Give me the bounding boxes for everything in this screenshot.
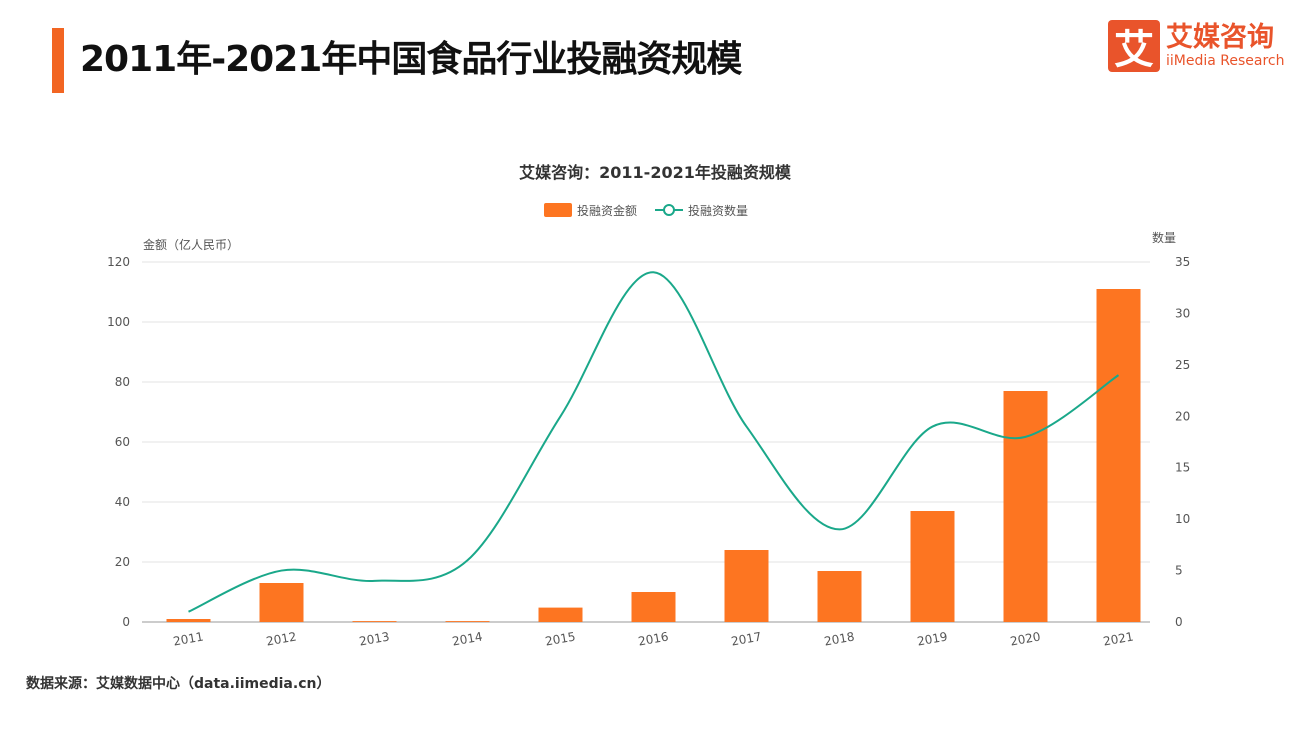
- y2-tick-label: 35: [1175, 255, 1190, 269]
- bar-2014: [445, 621, 490, 622]
- logo-en: iiMedia Research: [1166, 53, 1285, 69]
- x-tick-label: 2017: [730, 629, 763, 648]
- x-tick-label: 2012: [265, 629, 298, 648]
- line-series-count: [188, 271, 1120, 613]
- logo: 艾 艾媒咨询 iiMedia Research: [1108, 20, 1285, 73]
- y2-tick-label: 10: [1175, 512, 1190, 526]
- y-tick-label: 40: [115, 495, 130, 509]
- chart-title: 艾媒咨询：2011-2021年投融资规模: [519, 163, 792, 182]
- source-note: 数据来源：艾媒数据中心（data.iimedia.cn）: [26, 676, 331, 692]
- x-tick-label: 2020: [1009, 629, 1042, 648]
- y-axis-label: 金额（亿人民币）: [143, 237, 239, 252]
- bar-2011: [166, 619, 211, 622]
- bar-2012: [259, 583, 304, 622]
- x-tick-label: 2013: [358, 629, 391, 648]
- bar-2016: [631, 592, 676, 622]
- y-tick-label: 20: [115, 555, 130, 569]
- page-title: 2011年-2021年中国食品行业投融资规模: [80, 39, 742, 80]
- x-tick-label: 2016: [637, 629, 670, 648]
- y-tick-label: 0: [122, 615, 130, 629]
- y-tick-label: 80: [115, 375, 130, 389]
- x-tick-label: 2011: [172, 629, 205, 648]
- y2-tick-label: 5: [1175, 564, 1183, 578]
- y2-tick-label: 15: [1175, 461, 1190, 475]
- y2-tick-label: 30: [1175, 306, 1190, 320]
- bar-2015: [538, 607, 583, 622]
- y2-tick-label: 25: [1175, 358, 1190, 372]
- y-tick-label: 100: [107, 315, 130, 329]
- y-tick-label: 60: [115, 435, 130, 449]
- bar-2020: [1003, 391, 1048, 622]
- y-tick-label: 120: [107, 255, 130, 269]
- x-tick-label: 2015: [544, 629, 577, 648]
- legend-bar-label: 投融资金额: [577, 203, 637, 218]
- logo-mark: 艾: [1108, 20, 1160, 73]
- logo-cn: 艾媒咨询: [1166, 22, 1274, 53]
- x-tick-label: 2021: [1102, 629, 1135, 648]
- y2-tick-label: 20: [1175, 409, 1190, 423]
- title-accent-bar: [52, 28, 64, 93]
- y2-axis-label: 数量: [1152, 230, 1176, 245]
- x-tick-label: 2019: [916, 629, 949, 648]
- bar-2021: [1096, 289, 1141, 622]
- bar-2017: [724, 550, 769, 622]
- bar-2019: [910, 511, 955, 622]
- legend-line-label: 投融资数量: [688, 203, 748, 218]
- y2-tick-label: 0: [1175, 615, 1183, 629]
- bar-2013: [352, 621, 397, 622]
- x-tick-label: 2018: [823, 629, 856, 648]
- bar-2018: [817, 571, 862, 622]
- x-tick-label: 2014: [451, 629, 484, 648]
- legend-bar-swatch: [544, 203, 572, 217]
- legend-line-marker: [663, 204, 675, 216]
